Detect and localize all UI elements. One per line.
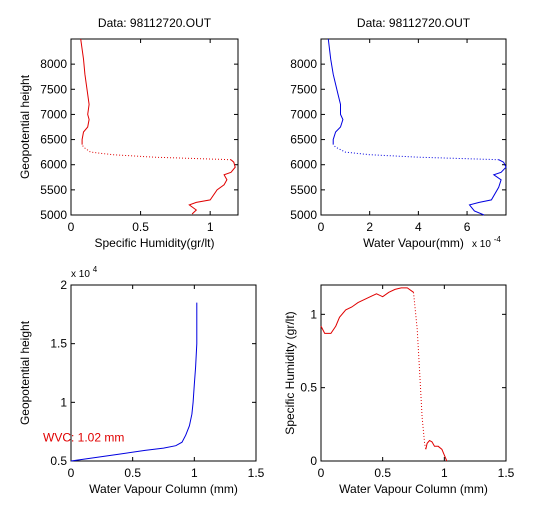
y-tick-label: 0.5 <box>50 454 67 468</box>
chart-panel-2: 0 2 4 6 5000 5500 6000 6500 7000 7500 8000 Data: 98… <box>290 16 507 250</box>
y-axis-label: Geopotential height <box>18 74 32 179</box>
y-tick-label: 8000 <box>40 57 67 71</box>
x-tick-label: 2 <box>366 220 373 234</box>
x-tick-label: 0 <box>68 220 75 234</box>
y-tick-label: 8000 <box>290 57 317 71</box>
series-line <box>80 38 90 145</box>
x-tick-label: 0.5 <box>124 466 141 480</box>
plot-area <box>70 284 257 462</box>
x-tick-label: 0.5 <box>132 220 149 234</box>
x-tick-label: 0 <box>318 466 325 480</box>
chart-title: Data: 98112720.OUT <box>98 16 212 30</box>
series-line <box>70 302 198 462</box>
y-tick-label: 6000 <box>40 158 67 172</box>
chart-panel-4: 0 0.5 1 1.5 0 0.5 1 Water Vapour Column (mm) Spe… <box>283 284 515 496</box>
wvc-annotation: WVC: 1.02 mm <box>43 431 124 445</box>
x-tick-label: 4 <box>415 220 422 234</box>
x-axis-label: Water Vapour Column (mm) <box>339 482 488 496</box>
series-line-dotted <box>81 144 232 161</box>
x-tick-label: 1 <box>441 466 448 480</box>
series-line-dotted <box>413 292 427 450</box>
y-tick-label: 7500 <box>290 82 317 96</box>
y-tick-label: 1 <box>310 307 317 321</box>
x-tick-label: 1 <box>191 466 198 480</box>
y-tick-label: 5500 <box>290 183 317 197</box>
y-tick-label: 1 <box>60 395 67 409</box>
y-tick-label: 5500 <box>40 183 67 197</box>
y-tick-label: 0 <box>310 454 317 468</box>
y-tick-label: 7500 <box>40 82 67 96</box>
y-tick-label: 7000 <box>290 107 317 121</box>
series-line <box>425 439 448 462</box>
y-tick-label: 0.5 <box>300 381 317 395</box>
axis-multiplier: x 10 4 <box>71 265 98 280</box>
y-tick-label: 5000 <box>40 208 67 222</box>
x-axis-label: Specific Humidity(gr/lt) <box>94 236 214 250</box>
y-tick-label: 5000 <box>290 208 317 222</box>
y-tick-label: 1.5 <box>50 337 67 351</box>
y-tick-label: 6500 <box>290 133 317 147</box>
x-tick-label: 0 <box>68 466 75 480</box>
x-tick-label: 0 <box>318 220 325 234</box>
plot-area <box>320 38 507 216</box>
x-axis-label: Water Vapour Column (mm) <box>89 482 238 496</box>
y-axis-label: Specific Humidity (gr/lt) <box>283 311 297 434</box>
axis-multiplier: x 10 -4 <box>472 235 501 250</box>
series-line-dotted <box>332 144 499 161</box>
series-line <box>327 38 344 145</box>
plot-area <box>320 284 507 462</box>
y-tick-label: 7000 <box>40 107 67 121</box>
plot-area <box>70 38 239 216</box>
y-axis-label: Geopotential height <box>18 320 32 425</box>
series-line <box>188 159 236 215</box>
y-tick-label: 2 <box>60 278 67 292</box>
x-tick-label: 0.5 <box>374 466 391 480</box>
x-tick-label: 1 <box>207 220 214 234</box>
x-tick-label: 6 <box>464 220 471 234</box>
y-tick-label: 6500 <box>40 133 67 147</box>
chart-title: Data: 98112720.OUT <box>357 16 471 30</box>
series-line <box>320 287 414 334</box>
series-line <box>468 159 507 216</box>
y-tick-label: 6000 <box>290 158 317 172</box>
x-axis-label: Water Vapour(mm) <box>363 236 464 250</box>
x-tick-label: 1.5 <box>248 466 265 480</box>
x-tick-label: 1.5 <box>498 466 515 480</box>
chart-panel-1: 0 0.5 1 5000 5500 6000 6500 7000 7500 8000 Data: 9… <box>18 16 239 250</box>
